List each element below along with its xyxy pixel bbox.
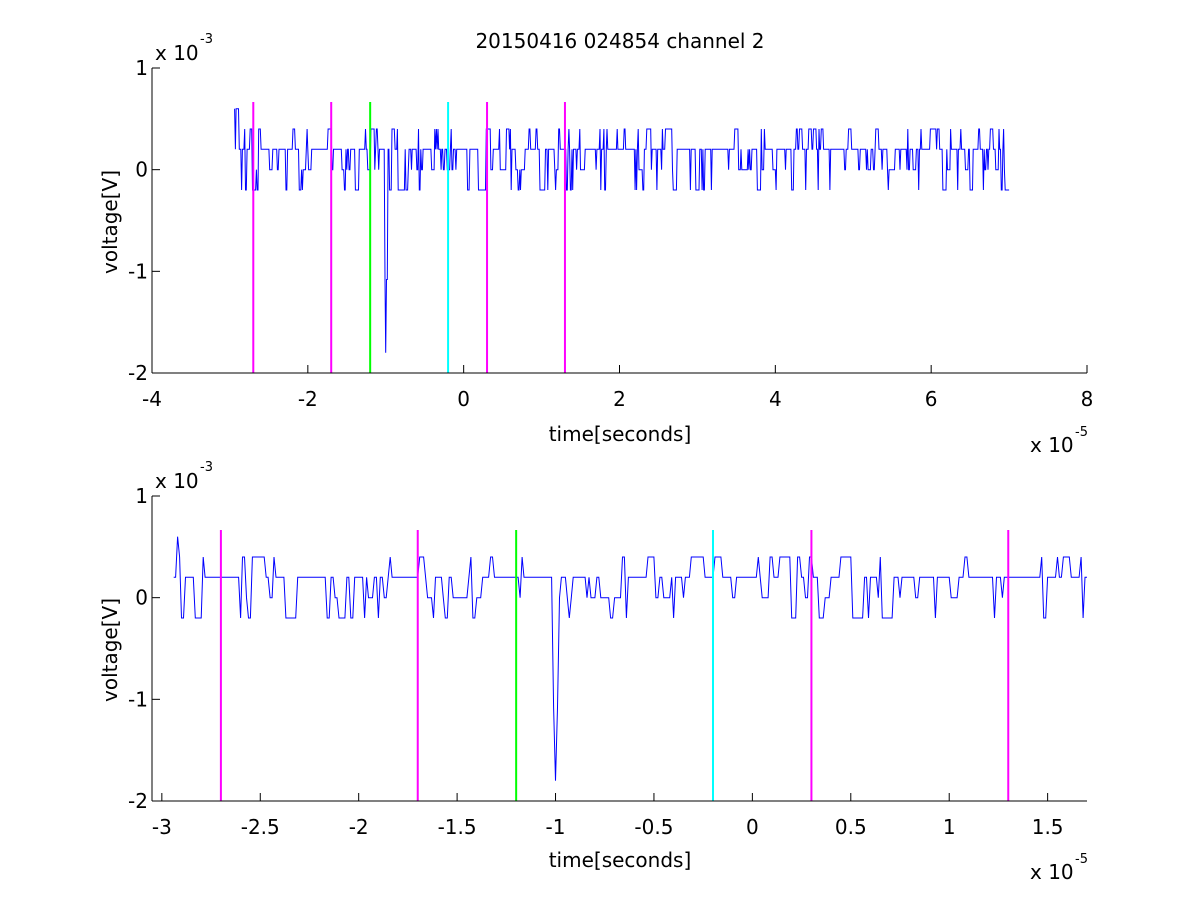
bottom-plot-x-tick-label: -1 bbox=[546, 815, 566, 839]
bottom-plot: -3 -2.5 -2 -1.5 -1 -0.5 0 0.5 1 1.5 -2 -1 0 1 time[se… bbox=[98, 460, 1088, 884]
top-plot-x-label: time[seconds] bbox=[549, 422, 692, 446]
top-plot-axes: -4 -2 0 2 4 6 8-2-101 bbox=[128, 56, 1093, 411]
bottom-plot-x-label: time[seconds] bbox=[549, 848, 692, 872]
top-plot-y-multiplier: x 10 bbox=[155, 41, 199, 65]
bottom-plot-y-label: voltage[V] bbox=[98, 598, 122, 702]
bottom-plot-y-tick-label: 1 bbox=[135, 484, 148, 508]
top-plot-x-multiplier: x 10 bbox=[1030, 433, 1074, 457]
top-plot-x-tick-label: 6 bbox=[925, 387, 938, 411]
bottom-plot-x-tick-label: 0.5 bbox=[835, 815, 867, 839]
bottom-plot-marker-group bbox=[219, 530, 1010, 801]
top-plot-y-exponent: -3 bbox=[200, 32, 213, 47]
bottom-plot-signal-line bbox=[173, 536, 1087, 781]
bottom-plot-x-tick-label: -3 bbox=[152, 815, 172, 839]
bottom-plot-x-tick-label: -0.5 bbox=[634, 815, 673, 839]
bottom-plot-x-tick-label: -2 bbox=[349, 815, 369, 839]
top-plot-signal-group bbox=[234, 108, 1010, 353]
bottom-plot-x-tick-label: 0 bbox=[746, 815, 759, 839]
bottom-plot-x-tick-label: -2.5 bbox=[241, 815, 280, 839]
bottom-plot-axes: -3 -2.5 -2 -1.5 -1 -0.5 0 0.5 1 1.5 -2 -1 0 1 bbox=[128, 484, 1087, 839]
top-plot-x-exponent: -5 bbox=[1075, 425, 1088, 440]
top-plot-x-tick-label: 4 bbox=[769, 387, 782, 411]
bottom-plot-y-tick-label: -1 bbox=[128, 687, 148, 711]
bottom-plot-y-multiplier: x 10 bbox=[155, 469, 199, 493]
top-plot-x-tick-label: 0 bbox=[457, 387, 470, 411]
top-plot-marker-group bbox=[252, 102, 566, 373]
figure-title: 20150416 024854 channel 2 bbox=[475, 29, 764, 53]
top-plot-x-tick-label: -4 bbox=[142, 387, 162, 411]
bottom-plot-x-tick-label: -1.5 bbox=[438, 815, 477, 839]
bottom-plot-signal-group bbox=[173, 536, 1087, 781]
bottom-plot-x-tick-label: 1.5 bbox=[1032, 815, 1064, 839]
bottom-plot-y-tick-label: 0 bbox=[135, 586, 148, 610]
bottom-plot-x-tick-label: 1 bbox=[943, 815, 956, 839]
top-plot-signal-line bbox=[234, 108, 1010, 353]
top-plot-y-tick-label: -2 bbox=[128, 361, 148, 385]
bottom-plot-y-tick-label: -2 bbox=[128, 789, 148, 813]
top-plot-x-tick-label: 8 bbox=[1081, 387, 1094, 411]
top-plot-x-tick-label: -2 bbox=[298, 387, 318, 411]
top-plot-x-tick-label: 2 bbox=[613, 387, 626, 411]
top-plot-y-tick-label: 1 bbox=[135, 56, 148, 80]
top-plot: -4 -2 0 2 4 6 8-2-101 time[seconds] voltage[V]… bbox=[98, 32, 1093, 457]
top-plot-y-label: voltage[V] bbox=[98, 170, 122, 274]
bottom-plot-x-exponent: -5 bbox=[1075, 852, 1088, 867]
bottom-plot-x-multiplier: x 10 bbox=[1030, 860, 1074, 884]
top-plot-y-tick-label: -1 bbox=[128, 259, 148, 283]
top-plot-y-tick-label: 0 bbox=[135, 158, 148, 182]
bottom-plot-y-exponent: -3 bbox=[200, 460, 213, 475]
